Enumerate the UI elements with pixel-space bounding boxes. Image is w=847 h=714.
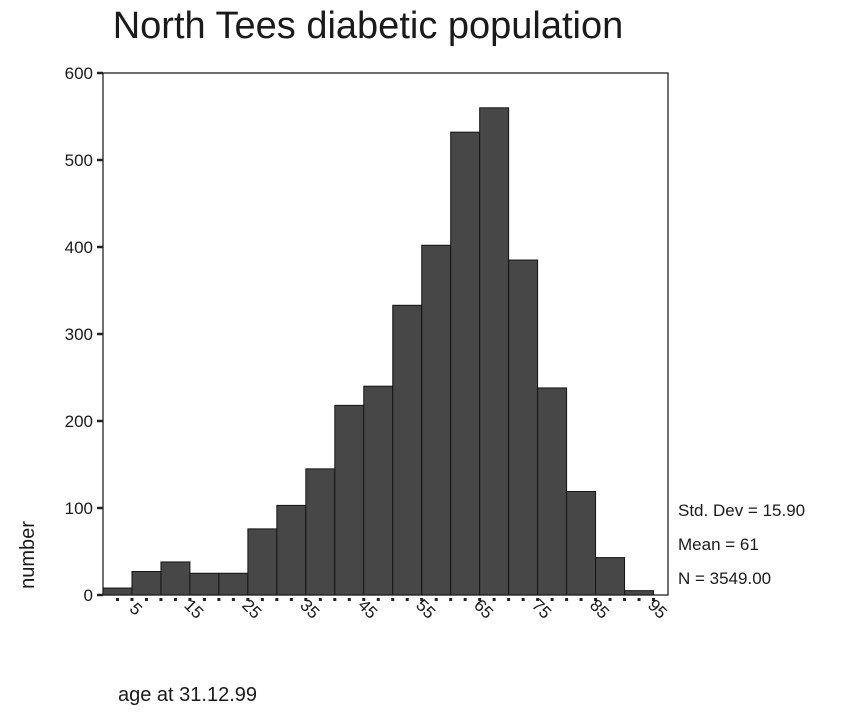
x-tick-mark [637, 598, 641, 601]
x-tick-mark [115, 598, 119, 601]
histogram-bar [392, 304, 423, 596]
x-tick-mark [318, 598, 322, 601]
y-axis: 0 100 200 300 400 500 600 [65, 64, 103, 605]
stats-box: Std. Dev = 15.90 Mean = 61 N = 3549.00 [678, 501, 805, 588]
histogram-bar [276, 504, 307, 596]
x-tick-mark [405, 598, 409, 601]
y-tick-label: 0 [84, 586, 93, 605]
histogram-bar [218, 572, 249, 596]
y-tick-label: 300 [65, 325, 93, 344]
x-tick-label: 95 [644, 596, 671, 623]
x-tick-mark [173, 598, 177, 601]
x-tick-label: 5 [126, 599, 146, 619]
x-tick-mark [391, 598, 395, 601]
std-dev-label: Std. Dev = 15.90 [678, 501, 805, 520]
y-tick-label: 400 [65, 238, 93, 257]
y-axis-label: number [17, 521, 39, 589]
x-tick-mark [449, 598, 453, 601]
x-tick-mark [565, 598, 569, 601]
bars [102, 107, 655, 596]
histogram-bar [102, 587, 133, 596]
x-tick-mark [246, 598, 250, 601]
x-tick-mark [260, 598, 264, 601]
histogram-bar [189, 572, 220, 596]
x-tick-mark [231, 598, 235, 601]
x-tick-mark [550, 598, 554, 601]
x-tick-mark [188, 598, 192, 601]
histogram-bar [479, 107, 510, 596]
x-tick-mark [144, 598, 148, 601]
x-tick-mark [623, 598, 627, 601]
x-tick-mark [478, 598, 482, 601]
histogram-bar [131, 571, 162, 596]
x-tick-mark [608, 598, 612, 601]
y-tick-label: 100 [65, 499, 93, 518]
x-tick-mark [579, 598, 583, 601]
histogram-bar [421, 244, 452, 596]
histogram-bar [595, 557, 626, 596]
x-tick-mark [130, 598, 134, 601]
x-tick-mark [333, 598, 337, 601]
n-label: N = 3549.00 [678, 569, 771, 588]
histogram-bar [160, 561, 191, 596]
histogram-bar [334, 404, 365, 596]
x-tick-mark [420, 598, 424, 601]
x-tick-mark [217, 598, 221, 601]
x-tick-mark [275, 598, 279, 601]
histogram-bar [247, 528, 278, 596]
x-tick-mark [304, 598, 308, 601]
x-axis: 5 15 25 35 45 55 65 75 85 95 [115, 596, 671, 623]
histogram-bar [305, 468, 336, 596]
y-tick-label: 600 [65, 64, 93, 83]
x-tick-mark [652, 598, 656, 601]
x-axis-label: age at 31.12.99 [118, 684, 257, 706]
mean-label: Mean = 61 [678, 535, 759, 554]
histogram-bar [450, 131, 481, 596]
x-tick-mark [507, 598, 511, 601]
histogram-bar [566, 490, 597, 596]
x-tick-mark [202, 598, 206, 601]
x-tick-mark [536, 598, 540, 601]
y-tick-label: 500 [65, 151, 93, 170]
chart-title: North Tees diabetic population [113, 5, 624, 47]
x-tick-mark [376, 598, 380, 601]
x-tick-mark [492, 598, 496, 601]
y-tick-label: 200 [65, 412, 93, 431]
x-tick-mark [347, 598, 351, 601]
histogram-bar [624, 590, 655, 596]
x-tick-mark [463, 598, 467, 601]
x-tick-mark [434, 598, 438, 601]
histogram-bar [508, 259, 539, 596]
histogram-bar [363, 385, 394, 596]
x-tick-mark [521, 598, 525, 601]
x-tick-mark [594, 598, 598, 601]
histogram-bar [537, 387, 568, 596]
x-tick-mark [362, 598, 366, 601]
x-tick-mark [159, 598, 163, 601]
x-tick-mark [289, 598, 293, 601]
